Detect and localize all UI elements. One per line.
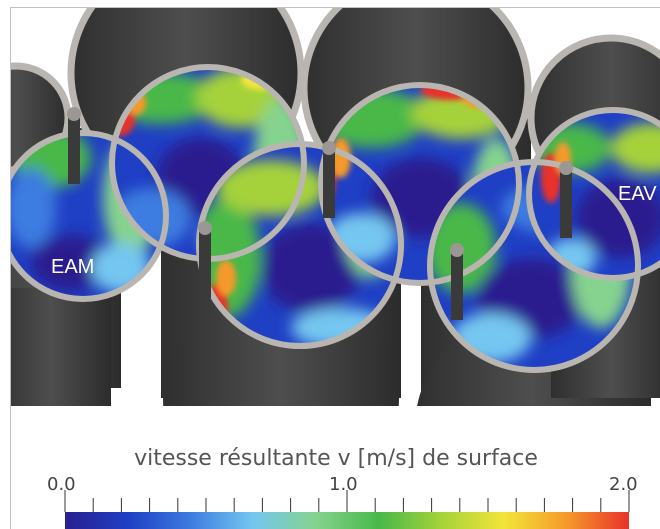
colorbar-ticks: [64, 490, 630, 512]
flow-visualization: EAM EAV: [11, 8, 660, 529]
tick-label-min: 0.0: [47, 474, 76, 495]
figure-frame: EAM EAV vitesse résultante v [m/s] de su…: [10, 7, 660, 529]
tick-label-mid: 1.0: [329, 474, 358, 495]
baffle-posts: [67, 107, 573, 320]
legend-panel: [11, 406, 660, 529]
legend-title: vitesse résultante v [m/s] de surface: [134, 446, 538, 471]
colorbar: [64, 490, 630, 529]
tick-label-max: 2.0: [609, 474, 638, 495]
chamber-label-eav: EAV: [618, 183, 657, 205]
chamber-label-eam: EAM: [51, 256, 94, 278]
colorbar-bar: [65, 512, 629, 529]
